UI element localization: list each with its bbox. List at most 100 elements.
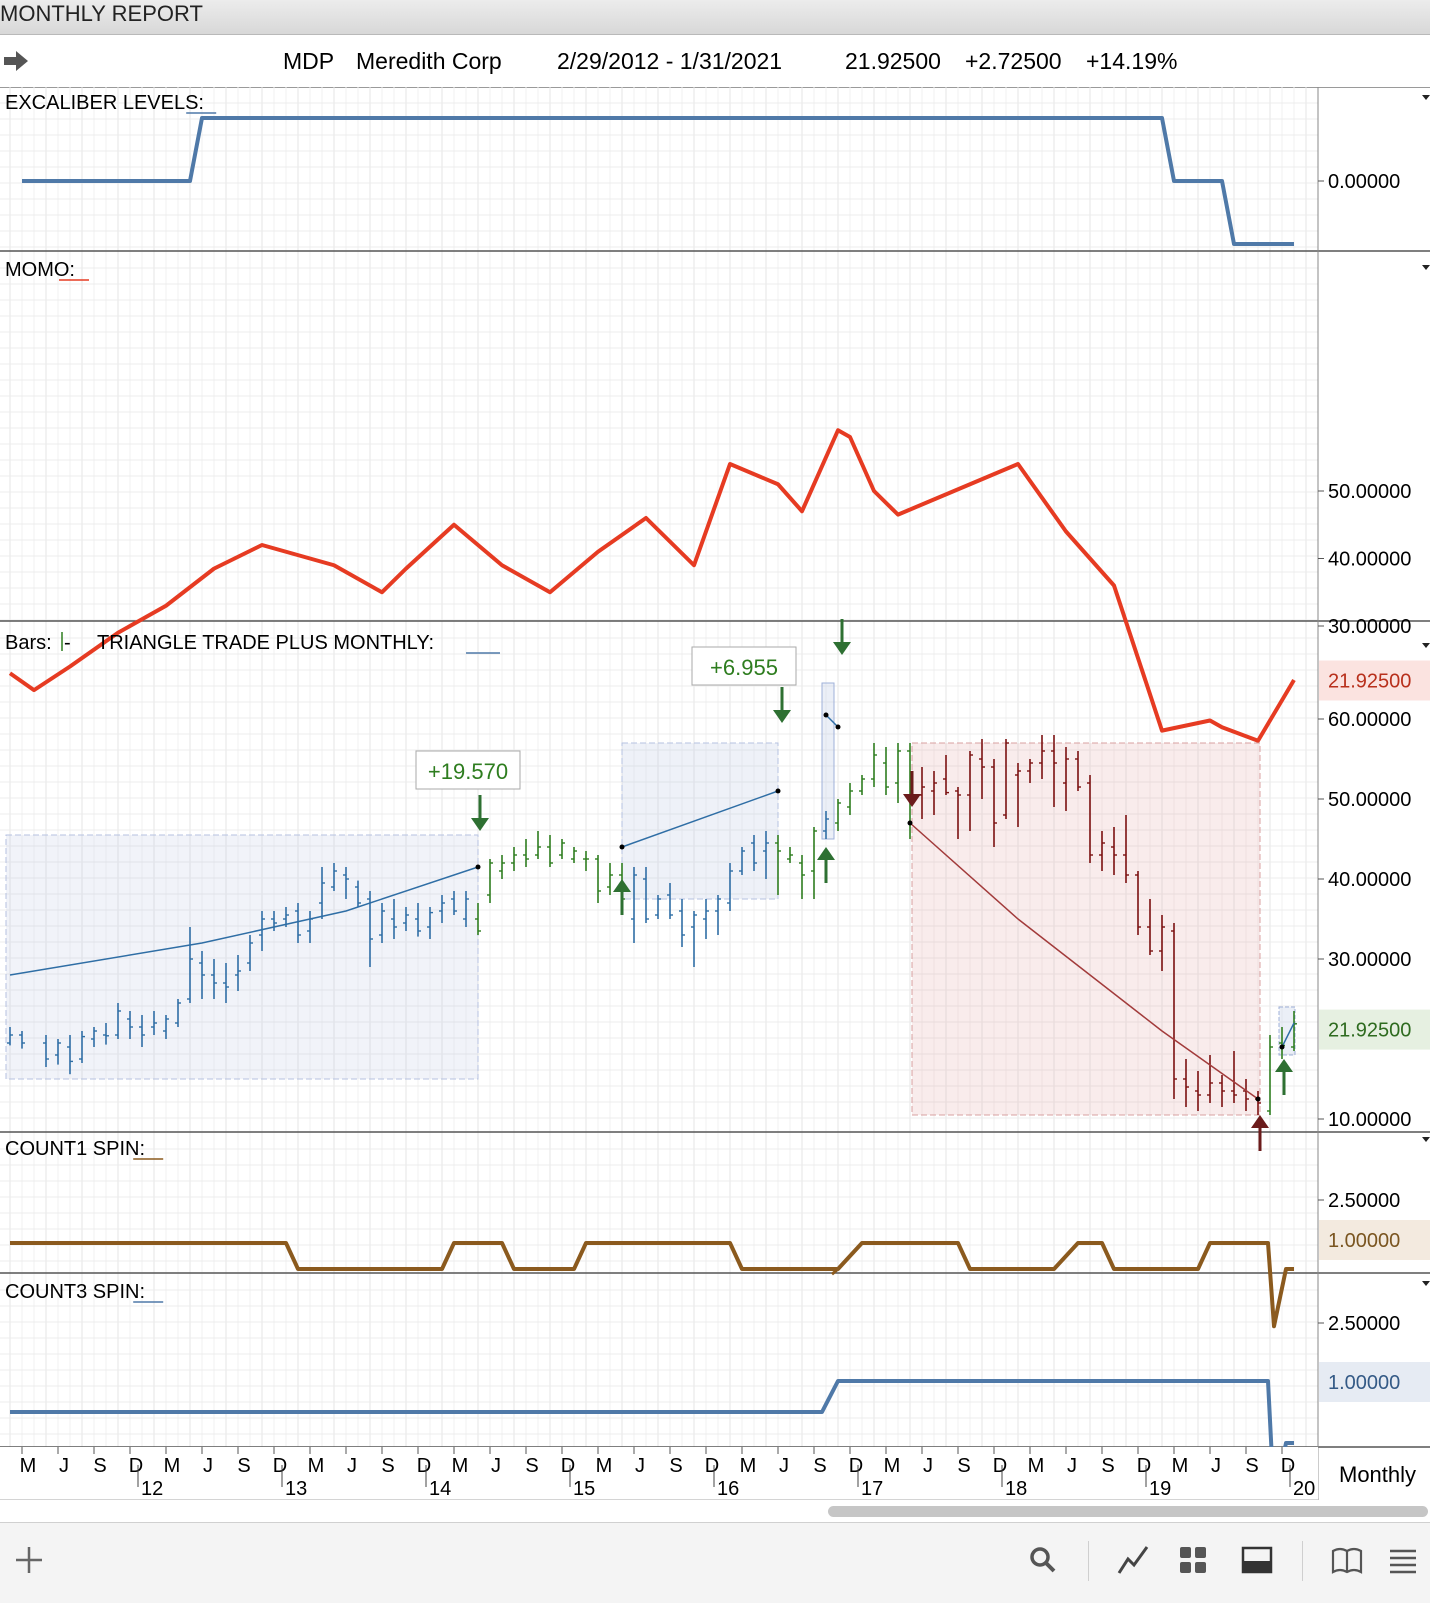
ohlc-bar <box>1135 871 1141 935</box>
ohlc-bar <box>211 959 217 999</box>
last-value-badge <box>1319 1009 1430 1050</box>
ohlc-bar <box>559 839 565 859</box>
ohlc-bar <box>1183 1059 1189 1107</box>
month-label: D <box>561 1455 575 1477</box>
y-tick-label: 50.00000 <box>1328 481 1411 503</box>
gain-annotation-box <box>691 646 797 686</box>
ohlc-bar <box>1207 1055 1213 1103</box>
trade-point <box>907 820 913 826</box>
ohlc-bar <box>535 831 541 859</box>
ohlc-bar <box>259 911 265 951</box>
interval-selector[interactable]: Monthly <box>1318 1448 1430 1498</box>
month-label: D <box>1137 1455 1151 1477</box>
ohlc-bar <box>1087 775 1093 863</box>
ohlc-bar <box>655 895 661 919</box>
y-tick-label: 2.50000 <box>1328 1313 1400 1335</box>
panel-title: MOMO: <box>5 259 75 281</box>
ohlc-bar <box>475 903 481 935</box>
ohlc-bar <box>391 899 397 939</box>
window-titlebar: MONTHLY REPORT <box>0 0 1430 35</box>
ohlc-bar <box>139 1015 145 1047</box>
panel-title: COUNT1 SPIN: <box>5 1138 145 1160</box>
scrollbar-thumb[interactable] <box>828 1506 1428 1517</box>
ohlc-bar <box>1147 899 1153 955</box>
ohlc-bar <box>1159 915 1165 971</box>
gain-annotation-label: +6.955 <box>710 655 778 680</box>
toolbar-separator <box>1088 1541 1089 1581</box>
ohlc-bar <box>631 867 637 943</box>
ohlc-bar <box>1063 747 1069 811</box>
y-tick-label: 0.00000 <box>1328 171 1400 193</box>
date-range: 2/29/2012 - 1/31/2021 <box>557 48 783 74</box>
year-label: 20 <box>1293 1478 1315 1500</box>
symbol-info-bar: MDP Meredith Corp 2/29/2012 - 1/31/2021 … <box>0 35 1430 88</box>
horizontal-scrollbar[interactable] <box>0 1500 1430 1522</box>
y-tick-label: 50.00000 <box>1328 789 1411 811</box>
interval-label: Monthly <box>1339 1462 1417 1487</box>
ohlc-bar <box>331 863 337 891</box>
month-label: M <box>1172 1455 1189 1477</box>
year-label: 19 <box>1149 1478 1171 1500</box>
y-tick-label: 2.50000 <box>1328 1190 1400 1212</box>
last-value-badge <box>1319 1362 1430 1402</box>
buy-arrow-icon <box>1275 1059 1293 1095</box>
month-label: M <box>884 1455 901 1477</box>
trade-point <box>1279 1044 1285 1050</box>
ohlc-bar <box>691 911 697 967</box>
ohlc-bar <box>751 835 757 871</box>
y-tick-label: 60.00000 <box>1328 709 1411 731</box>
ohlc-bar <box>967 751 973 831</box>
count1-line <box>831 1267 839 1276</box>
last-value-badge <box>1319 1220 1430 1260</box>
ohlc-bar <box>55 1039 61 1065</box>
window-title: MONTHLY REPORT <box>0 1 203 26</box>
ohlc-bar <box>247 935 253 971</box>
ohlc-bar <box>547 835 553 867</box>
trend-line <box>9 866 479 976</box>
year-label: 14 <box>429 1478 451 1500</box>
month-label: J <box>491 1455 501 1477</box>
ohlc-bar <box>187 927 193 1003</box>
ohlc-bar <box>823 811 829 839</box>
month-label: M <box>20 1455 37 1477</box>
ohlc-bar <box>487 859 493 903</box>
layout-grid-icon[interactable] <box>1176 1543 1210 1577</box>
count1-line <box>10 1241 1294 1329</box>
excaliber-line <box>22 116 1294 246</box>
panel-title: EXCALIBER LEVELS: <box>5 92 204 114</box>
ohlc-bar <box>583 851 589 871</box>
trade-zone-box <box>5 834 479 1080</box>
ohlc-bar <box>811 827 817 899</box>
last-value-badge <box>1319 660 1430 701</box>
year-label: 13 <box>285 1478 307 1500</box>
last-value-label: 1.00000 <box>1328 1230 1400 1252</box>
gain-annotation-box <box>415 750 521 790</box>
ohlc-bar <box>991 759 997 847</box>
ohlc-bar <box>499 855 505 879</box>
ohlc-bar <box>511 847 517 871</box>
ohlc-bar <box>1231 1051 1237 1103</box>
year-label: 15 <box>573 1478 595 1500</box>
ohlc-bar <box>355 880 361 907</box>
collapse-icon <box>1422 643 1430 648</box>
ohlc-bar <box>1027 759 1033 783</box>
draw-line-icon[interactable] <box>1116 1543 1150 1577</box>
book-icon[interactable] <box>1330 1543 1364 1577</box>
arrow-right-icon[interactable] <box>2 49 30 73</box>
sell-arrow-icon <box>471 795 489 831</box>
menu-icon[interactable] <box>1386 1543 1420 1577</box>
month-label: M <box>1028 1455 1045 1477</box>
chart-area[interactable]: EXCALIBER LEVELS: 0.00000 MOMO: 50.00000 40.… <box>0 87 1430 1500</box>
ohlc-bar <box>415 903 421 937</box>
ohlc-bar <box>739 847 745 875</box>
search-icon[interactable] <box>1026 1543 1060 1577</box>
trend-line <box>909 822 1259 1100</box>
ohlc-bar <box>1123 815 1129 883</box>
trade-zone-box <box>1278 1006 1296 1056</box>
ohlc-bar <box>787 847 793 863</box>
panel-icon[interactable] <box>1240 1543 1274 1577</box>
trade-point <box>619 844 625 850</box>
add-icon[interactable] <box>12 1543 46 1577</box>
month-label: M <box>740 1455 757 1477</box>
